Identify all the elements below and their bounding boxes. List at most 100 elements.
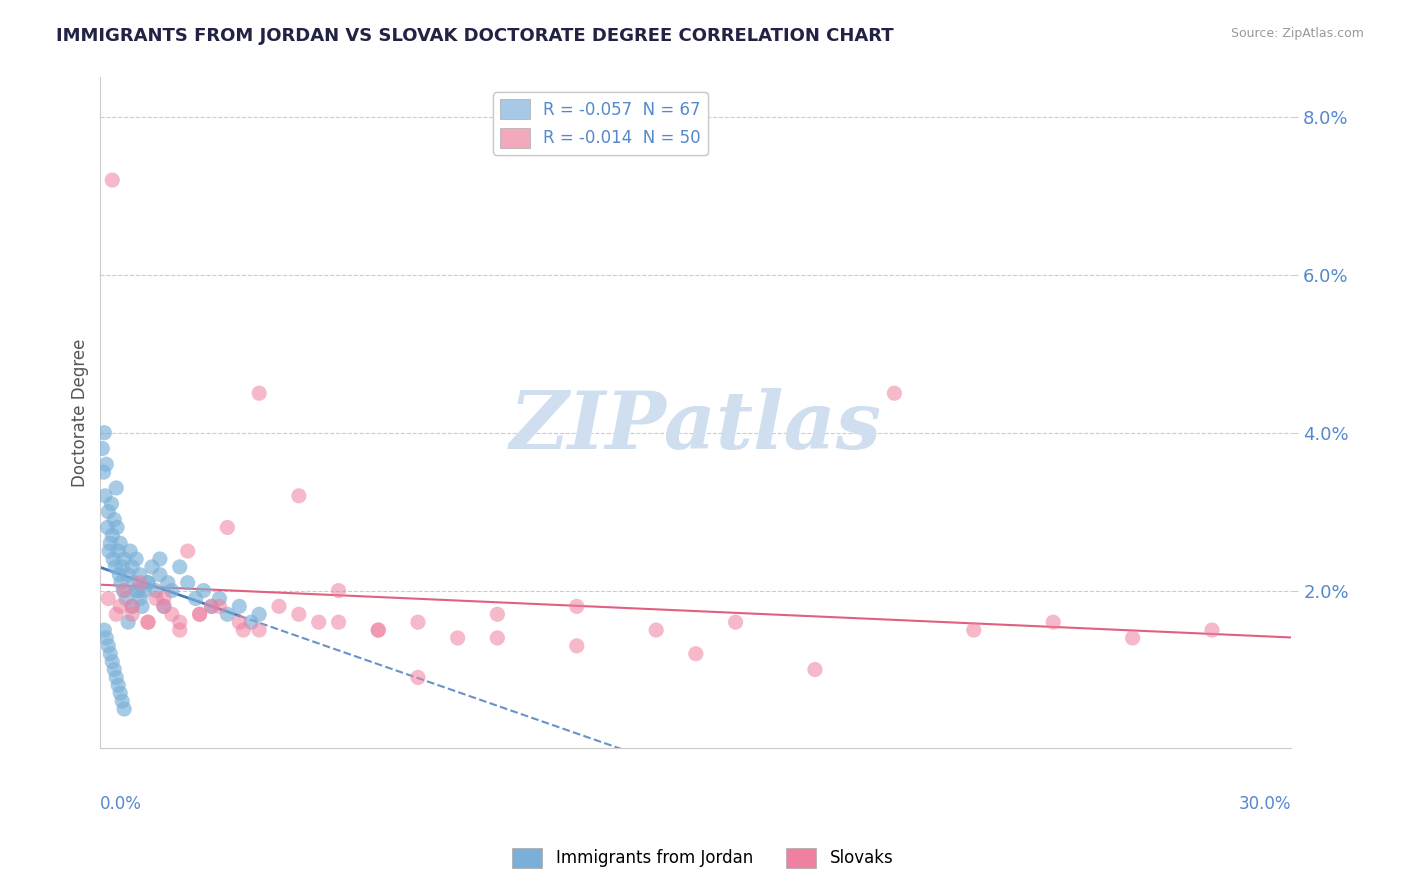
Point [308,615,330,629]
Point [1042,615,1064,629]
Point [247,386,270,401]
Point [97,505,120,519]
Point [101,552,124,566]
Point [97,639,120,653]
Point [247,607,270,622]
Point [160,607,183,622]
Point [176,575,198,590]
Point [110,575,132,590]
Point [108,599,131,614]
Point [96,631,118,645]
Point [149,552,172,566]
Point [121,607,143,622]
Point [111,694,134,708]
Point [121,599,143,614]
Point [645,623,668,637]
Point [486,631,509,645]
Point [153,599,176,614]
Text: IMMIGRANTS FROM JORDAN VS SLOVAK DOCTORATE DEGREE CORRELATION CHART: IMMIGRANTS FROM JORDAN VS SLOVAK DOCTORA… [56,27,894,45]
Point [153,591,176,606]
Point [127,583,149,598]
Point [125,583,148,598]
Point [132,583,155,598]
Point [96,520,118,534]
Point [100,497,122,511]
Point [122,575,145,590]
Legend: Immigrants from Jordan, Slovaks: Immigrants from Jordan, Slovaks [506,841,900,875]
Point [107,544,129,558]
Point [228,599,250,614]
Legend: R = -0.057  N = 67, R = -0.014  N = 50: R = -0.057 N = 67, R = -0.014 N = 50 [494,93,707,155]
Point [98,647,121,661]
Point [112,702,135,716]
Point [247,623,270,637]
Point [883,386,905,401]
Point [232,623,254,637]
Point [156,575,179,590]
Point [97,591,120,606]
Point [160,583,183,598]
Point [115,591,138,606]
Point [91,442,114,456]
Point [208,591,231,606]
Point [963,623,986,637]
Point [193,583,215,598]
Point [105,607,128,622]
Point [112,583,135,598]
Point [94,489,117,503]
Point [93,465,115,479]
Point [724,615,747,629]
Point [188,607,211,622]
Point [141,560,163,574]
Point [367,623,389,637]
Point [288,489,311,503]
Point [153,599,176,614]
Point [105,670,128,684]
Point [93,623,115,637]
Point [406,670,429,684]
Point [328,583,350,598]
Point [103,512,125,526]
Point [565,599,588,614]
Point [406,615,429,629]
Point [169,615,191,629]
Point [108,567,131,582]
Point [120,544,142,558]
Point [125,552,148,566]
Point [200,599,222,614]
Point [486,607,509,622]
Text: ZIPatlas: ZIPatlas [510,388,882,465]
Point [136,615,159,629]
Point [101,173,124,187]
Point [105,520,128,534]
Point [200,599,222,614]
Point [107,678,129,692]
Point [447,631,470,645]
Point [169,560,191,574]
Point [121,560,143,574]
Point [108,536,131,550]
Point [176,544,198,558]
Point [103,663,125,677]
Point [101,528,124,542]
Point [1201,623,1223,637]
Point [184,591,207,606]
Text: Source: ZipAtlas.com: Source: ZipAtlas.com [1230,27,1364,40]
Point [121,599,143,614]
Point [149,567,172,582]
Point [217,520,239,534]
Point [328,615,350,629]
Point [145,591,167,606]
Text: 0.0%: 0.0% [100,796,142,814]
Point [208,599,231,614]
Point [93,425,115,440]
Point [112,552,135,566]
Point [565,639,588,653]
Point [136,575,159,590]
Point [228,615,250,629]
Point [129,591,152,606]
Point [1122,631,1144,645]
Point [96,457,118,471]
Y-axis label: Doctorate Degree: Doctorate Degree [72,339,89,487]
Point [240,615,263,629]
